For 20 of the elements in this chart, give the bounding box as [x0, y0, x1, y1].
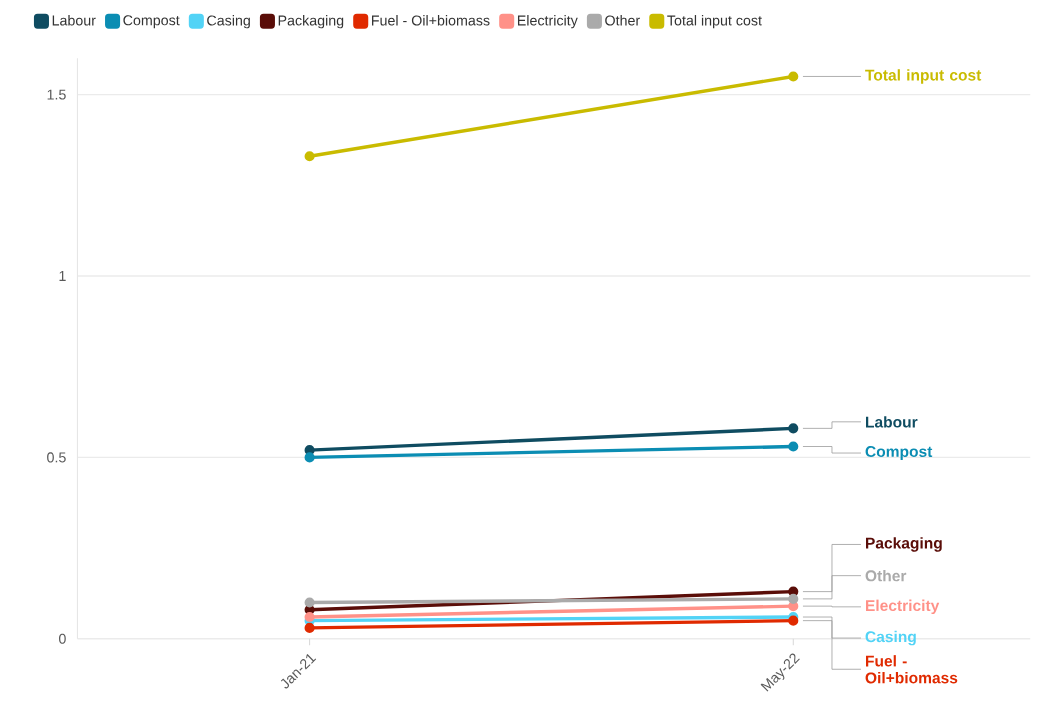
legend-label: Fuel - Oil+biomass [372, 15, 490, 26]
text: Labour [866, 416, 918, 428]
legend-label: Casing [207, 15, 250, 29]
legend-label: Labour [52, 15, 96, 26]
text: Other [865, 570, 907, 582]
text: Electricity [866, 599, 940, 615]
legend-label: Other [605, 15, 640, 26]
text: Casing [865, 630, 916, 646]
legend-label: Electricity [517, 15, 578, 29]
text: Fuel - Oil+biomass [865, 655, 958, 684]
legend-label: Total input cost [667, 15, 762, 29]
y-tick-label: 1.5 [47, 89, 66, 100]
y-tick-label: 0 [58, 633, 66, 644]
legend-label: Packaging [278, 15, 344, 29]
text: Packaging [866, 537, 942, 552]
text: Compost [865, 446, 933, 461]
legend-label: Compost [123, 15, 180, 29]
text: Total input cost [865, 69, 982, 84]
y-tick-label: 1 [59, 271, 66, 282]
y-tick-label: 0.5 [47, 452, 66, 463]
